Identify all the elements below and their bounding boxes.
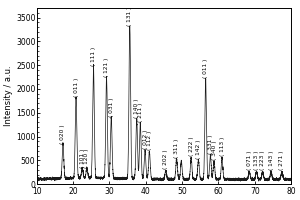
Text: ( 120 ): ( 120 ) [84,148,89,168]
Text: ( 211 ): ( 211 ) [138,102,143,122]
Text: ( 142 ): ( 142 ) [196,139,201,159]
Text: ( 222 ): ( 222 ) [189,137,194,156]
Text: ( 143 ): ( 143 ) [268,151,274,170]
Text: ( 012 ): ( 012 ) [142,130,148,149]
Text: ( 311 ): ( 311 ) [174,139,179,158]
Text: ( 071 ): ( 071 ) [247,151,252,170]
Text: ( 131 ): ( 131 ) [127,6,132,26]
Text: ( 113 ): ( 113 ) [220,137,224,156]
Y-axis label: Intensity / a.u.: Intensity / a.u. [4,66,13,126]
Text: ( 140 ): ( 140 ) [134,99,139,118]
Text: ( 340 ): ( 340 ) [212,140,217,160]
Text: ( 112 ): ( 112 ) [147,131,152,150]
Text: ( 101 ): ( 101 ) [80,149,85,168]
Text: ( 133 ): ( 133 ) [254,151,259,170]
Text: ( 031 ): ( 031 ) [109,98,114,117]
Text: ( 011 ): ( 011 ) [203,59,208,78]
Text: ( 020 ): ( 020 ) [61,124,65,144]
Text: ( 011 ): ( 011 ) [74,78,79,97]
Text: ( 121 ): ( 121 ) [104,58,109,77]
Text: ( 271 ): ( 271 ) [279,151,284,170]
Text: ( 223 ): ( 223 ) [260,151,265,170]
Text: ( 202 ): ( 202 ) [163,150,168,169]
Text: ( 111 ): ( 111 ) [91,47,96,66]
Text: ( 331 ): ( 331 ) [208,135,213,154]
